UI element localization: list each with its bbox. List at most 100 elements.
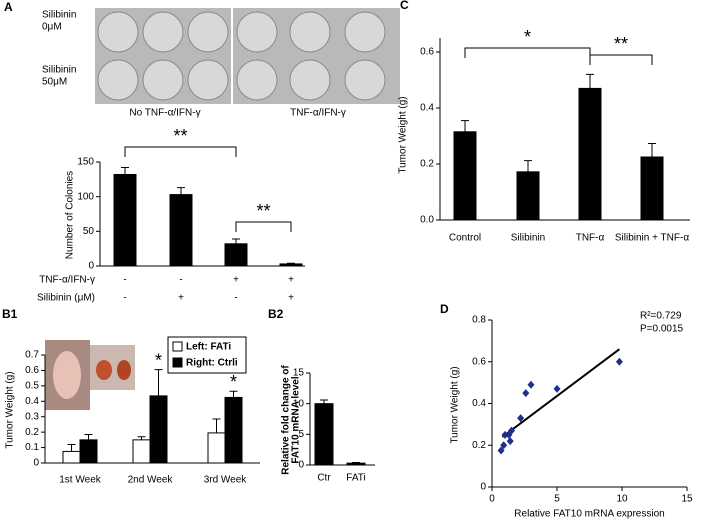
- point: [615, 357, 623, 366]
- y-axis-label: FAT10 mRNA level: [291, 376, 302, 463]
- y-tick-label: 0: [88, 261, 94, 272]
- bracket: [124, 146, 237, 157]
- significance: **: [614, 34, 628, 54]
- y-axis-label: Number of Colonies: [65, 171, 76, 259]
- error-bar: [84, 433, 93, 440]
- y-tick-label: 0.1: [25, 442, 39, 453]
- x-tick-label: Control: [449, 233, 481, 244]
- row-mark: +: [288, 275, 294, 286]
- y-tick-label: 0.6: [420, 47, 434, 58]
- panel-letter: B1: [2, 307, 18, 321]
- row-mark: +: [288, 293, 294, 304]
- x-tick-label: 5: [554, 494, 560, 505]
- y-tick-label: 0.4: [472, 398, 486, 409]
- y-tick-label: 0.8: [472, 315, 486, 326]
- y-tick-label: 0.2: [25, 427, 39, 438]
- photo-row-label: Silibinin: [42, 10, 76, 21]
- bar: [132, 439, 151, 464]
- bar: [279, 263, 303, 267]
- error-bar: [177, 187, 185, 195]
- point: [517, 414, 525, 423]
- y-tick-label: 0.6: [472, 356, 486, 367]
- error-bar: [137, 436, 146, 440]
- legend-swatch: [172, 357, 183, 368]
- photo-row-label: 50μM: [42, 77, 67, 88]
- bar: [207, 432, 226, 464]
- significance: *: [155, 350, 162, 370]
- error-bar: [232, 238, 240, 244]
- bar: [516, 171, 540, 221]
- fit-line: [501, 348, 620, 438]
- annotation: P=0.0015: [640, 324, 684, 335]
- photo-a: [95, 8, 400, 104]
- point: [497, 446, 505, 455]
- x-tick-label: 10: [616, 494, 628, 505]
- point: [506, 437, 514, 446]
- photo-column-label: No TNF-α/IFN-γ: [129, 108, 200, 119]
- x-axis-label: Relative FAT10 mRNA expression: [514, 509, 664, 520]
- y-axis-label: Tumor Weight (g): [5, 371, 16, 448]
- bar: [346, 462, 366, 466]
- x-tick-label: FATi: [346, 473, 365, 484]
- bar: [640, 156, 664, 221]
- y-tick-label: 0.7: [25, 350, 39, 361]
- significance: **: [256, 201, 270, 221]
- bar: [314, 403, 334, 466]
- x-tick-label: Silibinin + TNF-α: [615, 233, 689, 244]
- legend-label: Left: FATi: [186, 342, 231, 353]
- x-tick-label: 0: [489, 494, 495, 505]
- error-bar: [121, 167, 129, 175]
- error-bar: [212, 418, 221, 433]
- bracket: [464, 47, 591, 58]
- error-bar: [320, 399, 328, 404]
- photo-row-label: Silibinin: [42, 65, 76, 76]
- x-tick-label: 1st Week: [59, 475, 101, 486]
- y-tick-label: 0.5: [25, 380, 39, 391]
- row-mark: +: [233, 275, 239, 286]
- point: [508, 426, 515, 435]
- y-tick-label: 0.2: [420, 159, 434, 170]
- annotation: R²=0.729: [640, 311, 682, 322]
- error-bar: [154, 369, 163, 396]
- legend-swatch: [172, 341, 183, 352]
- y-tick-label: 0.4: [420, 103, 434, 114]
- error-bar: [229, 390, 238, 398]
- photo-column-label: TNF-α/IFN-γ: [290, 108, 346, 119]
- x-tick-label: 3rd Week: [204, 475, 248, 486]
- y-axis-label: Tumor Weight (g): [398, 96, 409, 173]
- point: [505, 430, 513, 439]
- y-tick-label: 0: [480, 482, 486, 493]
- y-tick-label: 50: [83, 226, 95, 237]
- error-bar: [461, 120, 469, 132]
- y-tick-label: 150: [77, 157, 94, 168]
- y-axis-label: Tumor Weight (g): [450, 366, 461, 443]
- bracket: [235, 221, 292, 232]
- y-axis-label: Relative fold change of: [281, 365, 292, 475]
- error-bar: [524, 160, 532, 172]
- significance: **: [173, 126, 187, 146]
- y-tick-label: 0: [298, 460, 304, 471]
- significance: *: [524, 27, 531, 47]
- error-bar: [67, 443, 76, 452]
- bracket: [589, 54, 653, 65]
- bar: [79, 439, 98, 464]
- bar: [453, 131, 477, 221]
- point: [500, 441, 508, 450]
- bar: [224, 396, 243, 464]
- point: [553, 384, 561, 393]
- row-mark: -: [123, 275, 126, 286]
- bar: [113, 173, 137, 267]
- row-mark: +: [178, 293, 184, 304]
- significance: *: [230, 372, 237, 392]
- point: [522, 389, 530, 398]
- y-tick-label: 0.2: [472, 440, 486, 451]
- legend-label: Right: Ctrli: [186, 358, 238, 369]
- y-tick-label: 5: [298, 429, 304, 440]
- photo-row-label: 0μM: [42, 22, 62, 33]
- y-tick-label: 0: [33, 458, 39, 469]
- y-tick-label: 100: [77, 191, 94, 202]
- photo-b1: [45, 340, 135, 410]
- y-tick-label: 0.3: [25, 411, 39, 422]
- bar: [224, 243, 248, 267]
